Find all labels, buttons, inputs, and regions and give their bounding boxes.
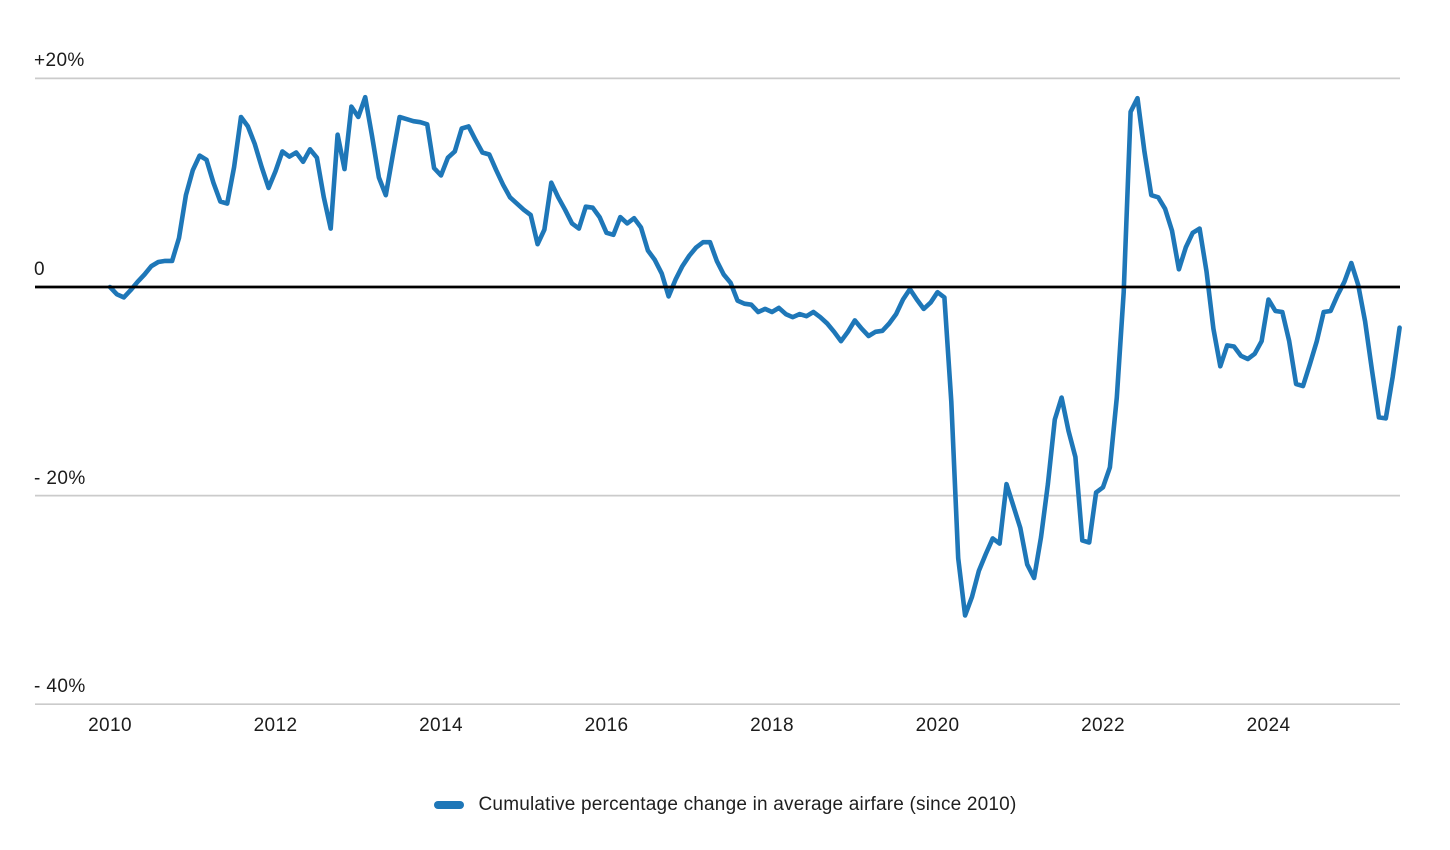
x-tick-label: 2022 xyxy=(1081,715,1125,736)
legend-swatch-line xyxy=(433,801,464,809)
airfare-line xyxy=(107,94,1402,618)
x-tick-label: 2012 xyxy=(253,715,298,736)
chart-canvas xyxy=(35,77,1402,706)
x-tick-label: 2018 xyxy=(750,715,794,736)
y-tick-label: - 20% xyxy=(34,467,86,489)
legend-label: Cumulative percentage change in average … xyxy=(478,794,1017,815)
x-tick-label: 2020 xyxy=(915,715,960,736)
legend: Cumulative percentage change in average … xyxy=(0,792,1450,818)
x-tick-label: 2010 xyxy=(88,715,132,736)
y-tick-label: - 40% xyxy=(34,676,86,698)
x-tick-label: 2014 xyxy=(419,715,463,736)
x-tick-label: 2024 xyxy=(1246,715,1291,736)
y-tick-label: +20% xyxy=(34,50,85,72)
x-tick-label: 2016 xyxy=(584,715,629,736)
y-tick-label: 0 xyxy=(34,259,45,280)
